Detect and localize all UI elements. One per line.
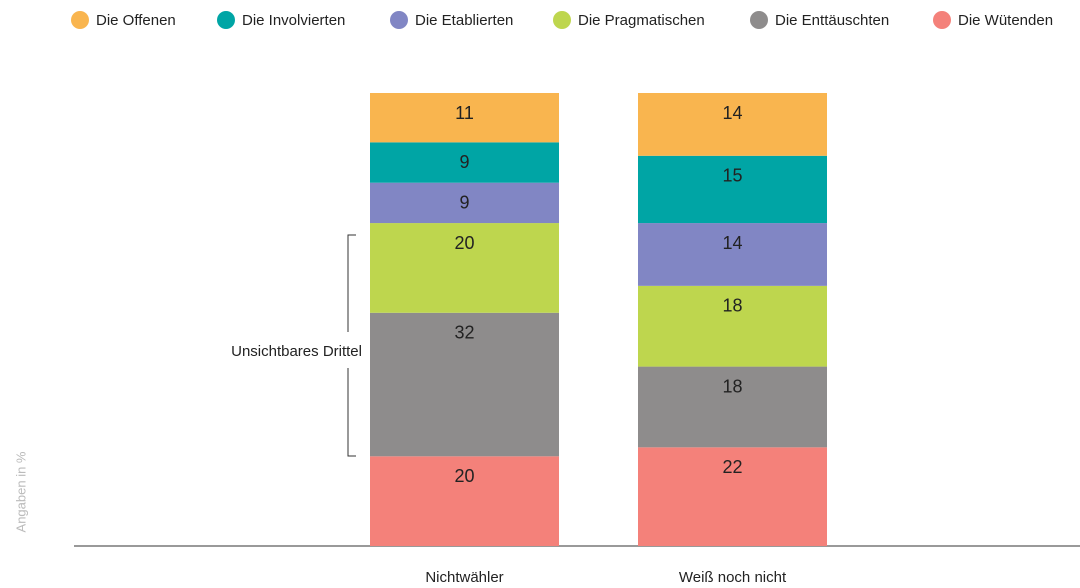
legend-dot: [750, 11, 768, 29]
legend-label: Die Offenen: [96, 12, 176, 29]
value-label: 18: [722, 376, 742, 396]
legend-dot: [933, 11, 951, 29]
legend-dot: [553, 11, 571, 29]
value-label: 20: [454, 233, 474, 253]
bar-segment: [638, 366, 827, 448]
bar-segment: [638, 155, 827, 224]
bar-segment: [370, 93, 559, 143]
value-label: 14: [722, 233, 742, 253]
bar-segment: [638, 285, 827, 367]
legend-label: Die Involvierten: [242, 12, 345, 29]
bar-segment: [370, 182, 559, 224]
legend-label: Die Pragmatischen: [578, 12, 705, 29]
value-label: 22: [722, 457, 742, 477]
legend-dot: [390, 11, 408, 29]
value-label: 32: [454, 323, 474, 343]
value-label: 14: [722, 103, 742, 123]
legend-label: Die Etablierten: [415, 12, 513, 29]
bar-segment: [638, 447, 827, 546]
bracket: [347, 234, 356, 457]
bar-segment: [638, 93, 827, 156]
bar-segment: [638, 223, 827, 286]
bar-segment: [370, 312, 559, 457]
value-label: 15: [722, 166, 742, 186]
legend-dot: [71, 11, 89, 29]
value-label: 18: [722, 296, 742, 316]
bar-segment: [370, 142, 559, 183]
legend-label: Die Enttäuschten: [775, 12, 889, 29]
value-label: 20: [454, 466, 474, 486]
value-label: 9: [459, 152, 469, 172]
bar-segment: [370, 223, 559, 313]
value-label: 11: [455, 103, 474, 123]
x-tick-label: Weiß noch nicht: [679, 569, 787, 586]
annotation: Unsichtbares Drittel: [231, 343, 362, 360]
legend-label: Die Wütenden: [958, 12, 1053, 29]
x-tick-label: Nichtwähler: [425, 569, 503, 586]
legend-dot: [217, 11, 235, 29]
bar-segment: [370, 456, 559, 546]
value-label: 9: [459, 192, 469, 212]
y-axis-title: Angaben in %: [13, 451, 28, 532]
